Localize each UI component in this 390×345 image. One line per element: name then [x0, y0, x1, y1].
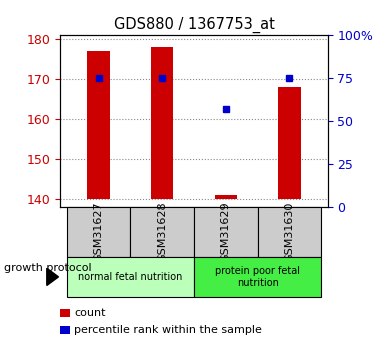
- Text: percentile rank within the sample: percentile rank within the sample: [74, 325, 262, 335]
- Title: GDS880 / 1367753_at: GDS880 / 1367753_at: [113, 17, 275, 33]
- Bar: [87, 51, 110, 199]
- Bar: [258, 207, 321, 257]
- Bar: [194, 207, 258, 257]
- Bar: [278, 87, 301, 199]
- Text: protein poor fetal
nutrition: protein poor fetal nutrition: [215, 266, 300, 288]
- Polygon shape: [47, 268, 58, 286]
- Text: growth protocol: growth protocol: [4, 264, 92, 273]
- Bar: [67, 207, 130, 257]
- Text: count: count: [74, 308, 106, 318]
- Text: GSM31629: GSM31629: [221, 202, 231, 262]
- Text: GSM31627: GSM31627: [94, 202, 104, 262]
- Text: normal fetal nutrition: normal fetal nutrition: [78, 272, 183, 282]
- Text: GSM31630: GSM31630: [284, 202, 294, 262]
- Bar: [67, 257, 194, 297]
- Bar: [130, 207, 194, 257]
- Text: GSM31628: GSM31628: [157, 202, 167, 262]
- Bar: [151, 47, 173, 199]
- Bar: [215, 195, 237, 199]
- Bar: [194, 257, 321, 297]
